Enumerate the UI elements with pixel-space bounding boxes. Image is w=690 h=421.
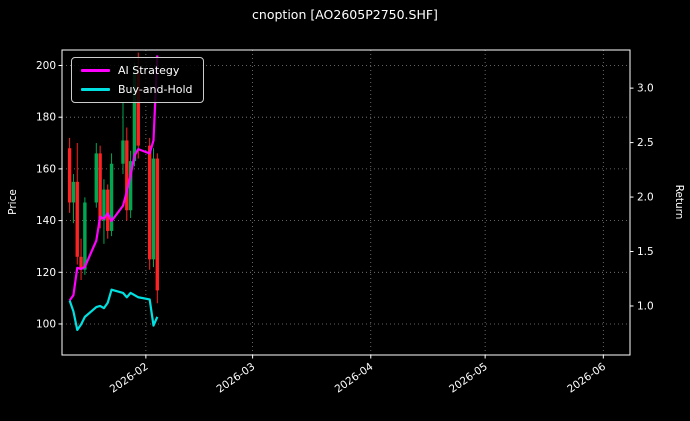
legend-label-buy-and-hold: Buy-and-Hold: [118, 83, 193, 96]
return-tick-label: 1.5: [637, 246, 654, 258]
gridlines: [62, 50, 630, 355]
candle-body: [98, 153, 102, 221]
legend: AI Strategy Buy-and-Hold: [71, 57, 204, 103]
return-tick-label: 3.0: [637, 83, 654, 95]
price-tick-label: 100: [36, 318, 56, 330]
price-tick-label: 200: [36, 60, 56, 72]
date-tick-label: 2026-05: [447, 361, 490, 396]
price-axis-label: Price: [7, 189, 19, 215]
candle-body: [128, 161, 133, 211]
ai-strategy-line-swatch: [81, 69, 110, 72]
candle-body: [109, 163, 114, 231]
plot-border: [61, 49, 631, 356]
return-tick-label: 1.0: [637, 300, 654, 312]
legend-item-ai-strategy: AI Strategy: [81, 65, 193, 76]
candles-layer: [67, 52, 160, 304]
candle-body: [75, 181, 79, 257]
date-tick-label: 2026-03: [215, 361, 258, 396]
candle-body: [125, 140, 129, 211]
chart-title: cnoption [AO2605P2750.SHF]: [252, 7, 438, 22]
candle-body: [151, 158, 156, 260]
candle-body: [94, 153, 99, 203]
candle-body: [83, 202, 87, 270]
return-tick-label: 2.5: [637, 137, 654, 149]
ai-strategy-line: [68, 55, 159, 302]
candle-body: [102, 189, 106, 221]
candle-body: [136, 73, 140, 146]
candle-body: [106, 189, 110, 231]
date-tick-label: 2026-04: [333, 360, 376, 395]
price-tick-label: 180: [36, 112, 56, 124]
date-tick-label: 2026-06: [565, 360, 608, 395]
date-tick-label: 2026-02: [108, 361, 151, 396]
candle-body: [71, 181, 76, 203]
candle-body: [155, 158, 160, 291]
candle-body: [79, 256, 83, 270]
candle-body: [67, 148, 72, 203]
buy-and-hold-line: [68, 288, 159, 332]
buy-and-hold-line-swatch: [81, 88, 110, 91]
axis-ticks-and-labels: 100 120 140 160 180 200 1.0 1.5 2.0 2.5 3.0 2026-02…: [36, 60, 654, 396]
legend-item-buy-and-hold: Buy-and-Hold: [81, 84, 193, 95]
candle-body: [121, 140, 125, 164]
candle-body: [147, 145, 152, 260]
price-tick-label: 160: [36, 163, 56, 175]
return-tick-label: 2.0: [637, 192, 654, 204]
legend-label-ai-strategy: AI Strategy: [118, 64, 180, 77]
return-axis-label: Return: [673, 185, 685, 220]
price-tick-label: 140: [36, 215, 56, 227]
price-tick-label: 120: [36, 267, 56, 279]
candle-body: [132, 73, 137, 162]
